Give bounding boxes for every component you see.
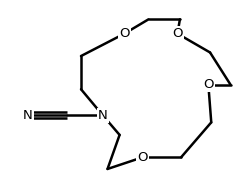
- Text: N: N: [23, 109, 33, 122]
- Text: O: O: [203, 78, 214, 91]
- Text: O: O: [172, 27, 183, 40]
- Text: O: O: [137, 151, 148, 164]
- Text: N: N: [98, 109, 108, 122]
- Text: O: O: [119, 27, 130, 40]
